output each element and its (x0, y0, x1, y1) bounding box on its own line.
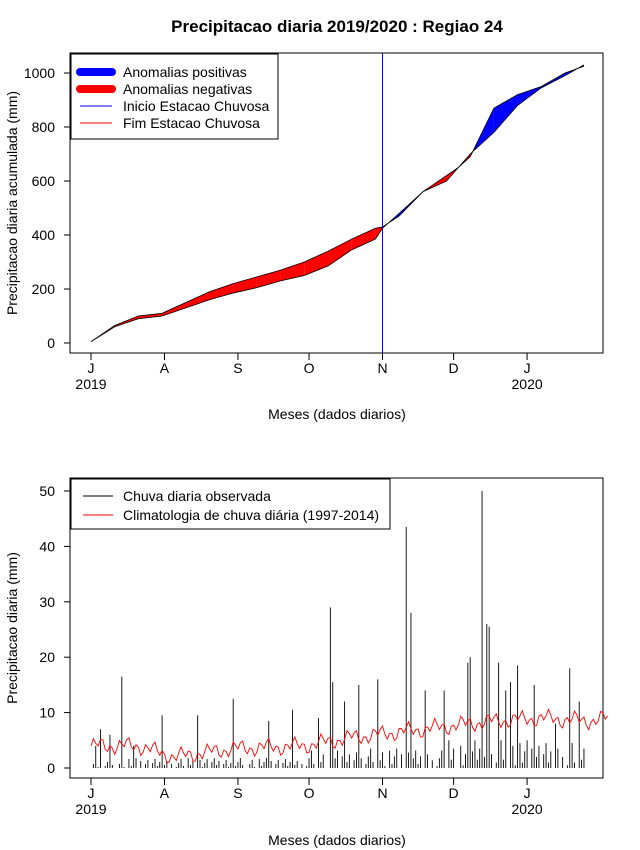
legend-entry: Anomalias negativas (123, 81, 252, 97)
negative-anomaly-area (209, 283, 234, 300)
cumulative-y-tick-label: 0 (47, 335, 55, 351)
daily-y-tick-label: 20 (39, 649, 55, 665)
daily-y-tick-label: 0 (47, 760, 55, 776)
cumulative-y-tick-label: 400 (32, 227, 56, 243)
daily-legend: Chuva diaria observada Climatologia de ch… (70, 478, 391, 530)
negative-anomaly-area (185, 291, 210, 308)
cumulative-year-label: 2020 (512, 376, 543, 392)
cumulative-x-tick-label: J (88, 360, 95, 376)
daily-plot-frame (69, 477, 604, 779)
climatology-cumulative-line (90, 64, 585, 342)
daily-year-label: 2020 (512, 801, 543, 817)
legend-entry: Chuva diaria observada (123, 488, 271, 504)
daily-x-tick-label: D (449, 785, 459, 801)
positive-anomaly-area (493, 94, 518, 133)
legend-entry: Anomalias positivas (123, 64, 247, 80)
cumulative-plot-frame (69, 52, 604, 354)
negative-anomaly-area (162, 302, 186, 316)
daily-y-tick-label: 40 (39, 538, 55, 554)
negative-anomaly-area (304, 251, 328, 276)
cumulative-x-axis-label: Meses (dados diarios) (268, 406, 406, 422)
daily-x-tick-label: O (304, 785, 315, 801)
legend-entry: Inicio Estacao Chuvosa (123, 98, 270, 114)
negative-anomaly-area (233, 276, 257, 294)
daily-x-tick-label: J (524, 785, 531, 801)
daily-x-tick-label: A (160, 785, 170, 801)
daily-x-tick-label: N (377, 785, 387, 801)
negative-anomaly-area (351, 228, 376, 250)
cumulative-y-tick-label: 1000 (24, 65, 55, 81)
daily-year-label: 2019 (75, 801, 106, 817)
cumulative-x-tick-label: D (449, 360, 459, 376)
cumulative-y-tick-label: 800 (32, 119, 56, 135)
cumulative-x-tick-label: J (524, 360, 531, 376)
daily-x-axis-label: Meses (dados diarios) (268, 832, 406, 848)
cumulative-year-label: 2019 (75, 376, 106, 392)
negative-anomaly-area (280, 262, 305, 281)
daily-x-tick-label: J (88, 785, 95, 801)
cumulative-x-tick-label: A (160, 360, 170, 376)
negative-anomaly-area (138, 313, 163, 319)
cumulative-x-tick-label: O (304, 360, 315, 376)
cumulative-y-tick-label: 600 (32, 173, 56, 189)
legend-entry: Climatologia de chuva diária (1997-2014) (123, 507, 379, 523)
climatology-daily-line (90, 708, 609, 764)
daily-y-tick-label: 10 (39, 705, 55, 721)
cumulative-y-axis-label: Precipitacao diaria acumulada (mm) (4, 91, 20, 315)
observed-cumulative-line (90, 65, 585, 342)
cumulative-x-tick-label: S (233, 360, 242, 376)
daily-y-tick-label: 30 (39, 594, 55, 610)
negative-anomaly-area (328, 239, 352, 267)
chart-title: Precipitacao diaria 2019/2020 : Regiao 2… (171, 17, 503, 36)
cumulative-y-tick-label: 200 (32, 281, 56, 297)
daily-x-tick-label: S (233, 785, 242, 801)
daily-y-axis-label: Precipitacao diaria (mm) (4, 552, 20, 704)
legend-entry: Fim Estacao Chuvosa (123, 115, 260, 131)
cumulative-x-tick-label: N (377, 360, 387, 376)
daily-y-tick-label: 50 (39, 483, 55, 499)
negative-anomaly-area (256, 270, 281, 288)
